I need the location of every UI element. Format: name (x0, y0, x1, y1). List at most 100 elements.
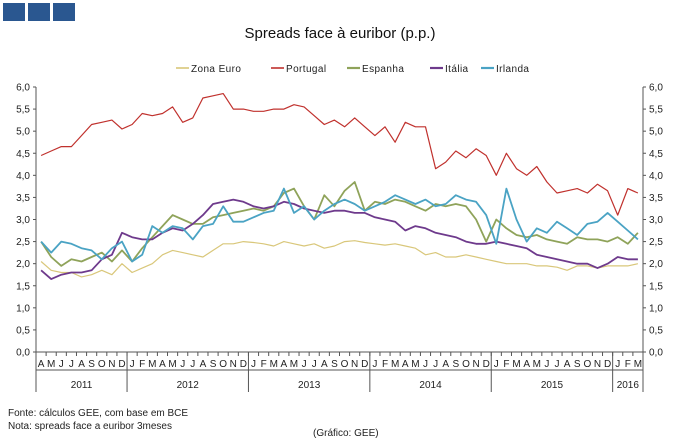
x-tick-label: A (402, 359, 409, 370)
x-tick-label: M (47, 359, 55, 370)
logo-square-1 (3, 3, 25, 21)
x-tick-label: S (574, 359, 581, 370)
y-tick-label-left: 1,0 (16, 303, 30, 314)
x-tick-label: A (200, 359, 207, 370)
year-label: 2011 (71, 380, 93, 391)
x-tick-label: A (38, 359, 45, 370)
x-tick-label: O (341, 359, 349, 370)
y-tick-label-left: 5,5 (16, 105, 30, 116)
y-tick-label-left: 1,5 (16, 281, 30, 292)
x-tick-label: J (544, 359, 549, 370)
y-tick-label-right: 3,5 (649, 193, 663, 204)
x-tick-label: J (180, 359, 185, 370)
x-tick-label: M (148, 359, 156, 370)
series-line-irlanda (40, 187, 639, 263)
x-tick-label: S (331, 359, 338, 370)
x-tick-label: J (69, 359, 74, 370)
y-tick-label-right: 4,5 (649, 149, 663, 160)
x-tick-label: S (210, 359, 217, 370)
legend-label-zona-euro: Zona Euro (191, 64, 241, 75)
x-tick-label: N (472, 359, 479, 370)
x-tick-label: F (625, 359, 631, 370)
logo (3, 3, 103, 21)
x-tick-label: J (433, 359, 438, 370)
legend-label-irlanda: Irlanda (496, 64, 529, 75)
x-tick-label: J (423, 359, 428, 370)
x-tick-label: M (391, 359, 399, 370)
x-tick-label: J (302, 359, 307, 370)
legend-label-italia: Itália (445, 64, 469, 75)
x-tick-label: F (261, 359, 267, 370)
x-tick-label: J (59, 359, 64, 370)
x-tick-label: A (523, 359, 530, 370)
year-label: 2012 (177, 380, 200, 391)
x-tick-label: F (503, 359, 509, 370)
x-tick-label: S (88, 359, 95, 370)
x-tick-label: N (594, 359, 601, 370)
x-tick-label: A (321, 359, 328, 370)
chart-title: Spreads face à euribor (p.p.) (245, 25, 436, 42)
x-tick-label: A (442, 359, 449, 370)
x-tick-label: D (483, 359, 490, 370)
x-tick-label: D (240, 359, 247, 370)
x-tick-label: F (382, 359, 388, 370)
source-note: Fonte: cálculos GEE, com base em BCE (8, 408, 189, 419)
x-tick-label: M (512, 359, 520, 370)
x-tick-label: J (190, 359, 195, 370)
series-line-espanha (40, 181, 639, 267)
logo-square-2 (28, 3, 50, 21)
x-tick-label: J (555, 359, 560, 370)
x-tick-label: F (139, 359, 145, 370)
y-tick-label-left: 0,0 (16, 348, 30, 359)
x-tick-label: J (130, 359, 135, 370)
x-tick-label: M (270, 359, 278, 370)
y-tick-label-left: 2,0 (16, 259, 30, 270)
logo-square-3 (53, 3, 75, 21)
legend-label-portugal: Portugal (286, 64, 326, 75)
plot-area (40, 92, 639, 281)
year-label: 2015 (541, 380, 564, 391)
year-label: 2016 (617, 380, 640, 391)
x-tick-label: A (159, 359, 166, 370)
method-note: Nota: spreads face a euribor 3meses (8, 421, 172, 432)
x-tick-label: M (290, 359, 298, 370)
y-tick-label-left: 0,5 (16, 325, 30, 336)
series-line-portugal (40, 92, 639, 216)
y-tick-label-right: 2,0 (649, 259, 663, 270)
x-tick-label: J (372, 359, 377, 370)
credit-note: (Gráfico: GEE) (313, 428, 379, 439)
x-tick-label: S (453, 359, 460, 370)
axes: 0,0 0,0 0,5 0,5 1,0 1,0 1,5 1,5 2,0 2,0 2,5 2,5 3,0 3… (16, 83, 663, 392)
x-tick-label: M (168, 359, 176, 370)
y-tick-label-left: 5,0 (16, 127, 30, 138)
y-tick-label-right: 2,5 (649, 237, 663, 248)
x-tick-label: M (533, 359, 541, 370)
x-tick-label: J (312, 359, 317, 370)
x-tick-label: M (634, 359, 642, 370)
x-tick-label: D (361, 359, 368, 370)
y-tick-label-left: 3,5 (16, 193, 30, 204)
y-tick-label-left: 4,5 (16, 149, 30, 160)
y-tick-label-right: 0,0 (649, 348, 663, 359)
y-tick-label-right: 4,0 (649, 171, 663, 182)
x-tick-label: J (615, 359, 620, 370)
y-tick-label-left: 3,0 (16, 215, 30, 226)
x-tick-label: N (230, 359, 237, 370)
y-tick-label-right: 5,0 (649, 127, 663, 138)
legend-label-espanha: Espanha (362, 64, 404, 75)
legend: Zona Euro Portugal Espanha Itália Irlanda (176, 64, 529, 75)
y-tick-label-left: 4,0 (16, 171, 30, 182)
x-tick-label: A (78, 359, 85, 370)
y-tick-label-right: 3,0 (649, 215, 663, 226)
y-tick-label-right: 0,5 (649, 325, 663, 336)
x-tick-label: J (494, 359, 499, 370)
y-tick-label-right: 5,5 (649, 105, 663, 116)
year-label: 2014 (419, 380, 442, 391)
series-line-italia (40, 198, 638, 281)
x-tick-label: M (411, 359, 419, 370)
x-tick-label: D (118, 359, 125, 370)
x-tick-label: O (462, 359, 470, 370)
y-tick-label-right: 1,5 (649, 281, 663, 292)
x-tick-label: A (564, 359, 571, 370)
